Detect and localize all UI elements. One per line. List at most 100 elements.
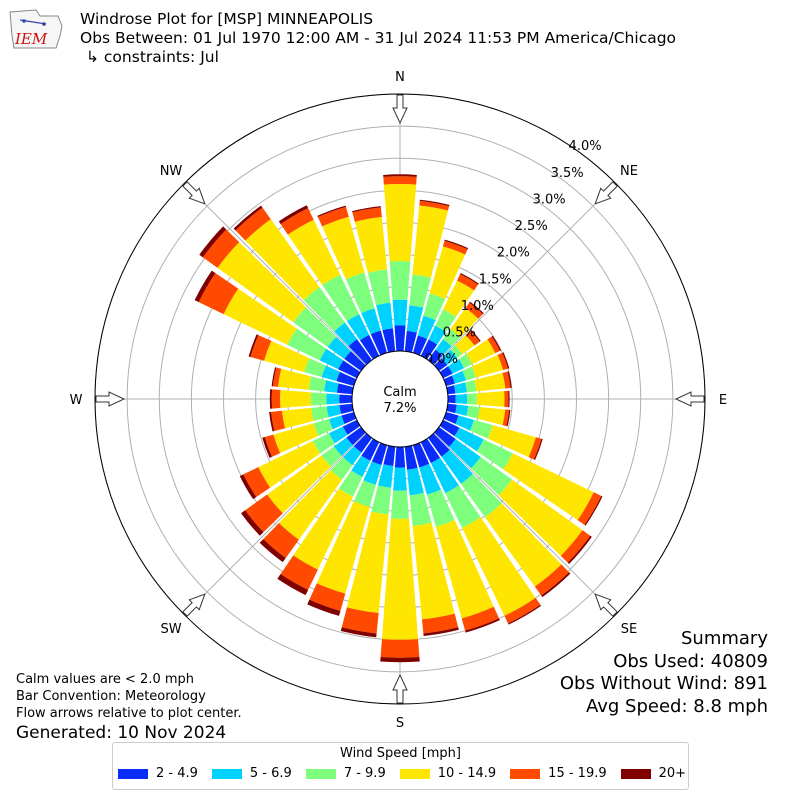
legend-title: Wind Speed [mph]: [340, 746, 461, 761]
wind-bar-segment: [453, 382, 467, 394]
wind-bar-segment: [430, 457, 459, 494]
wind-bar-segment: [474, 372, 506, 392]
legend-item: 10 - 14.9: [399, 766, 497, 781]
wind-bar-segment: [412, 335, 428, 356]
chart-header: Windrose Plot for [MSP] MINNEAPOLIS Obs …: [80, 10, 676, 67]
wind-bar-segment: [435, 309, 457, 332]
wind-bar-segment: [423, 627, 459, 637]
wind-bar-segment: [506, 409, 511, 427]
calm-label: Calm: [383, 385, 416, 400]
wind-bar-segment: [454, 427, 484, 452]
wind-bar-segment: [353, 433, 372, 453]
wind-bar-segment: [394, 446, 406, 468]
legend-item: 5 - 6.9: [211, 766, 292, 781]
wind-bar-segment: [577, 492, 602, 525]
plot-notes: Calm values are < 2.0 mph Bar Convention…: [16, 671, 242, 744]
compass-w: W: [70, 393, 83, 408]
wind-bar-segment: [476, 439, 513, 470]
wind-bar-segment: [491, 335, 502, 351]
wind-bar-segment: [239, 474, 257, 500]
obs-without-wind: Obs Without Wind: 891: [559, 673, 768, 694]
wind-bar-segment: [504, 390, 509, 408]
wind-bar-segment: [322, 216, 365, 280]
wind-bar-segment: [271, 367, 277, 387]
grid-spoke: [433, 432, 617, 616]
radial-tick-label: 0.0%: [425, 352, 458, 367]
wind-bar-segment: [258, 440, 321, 488]
wind-bar-segment: [287, 219, 341, 286]
wind-bar-segment: [293, 307, 337, 347]
wind-bar-segment: [371, 442, 388, 466]
wind-bar-segment: [448, 358, 465, 374]
compass-n: N: [395, 70, 405, 85]
wind-bar-segment: [435, 520, 494, 619]
wind-bar-segment: [465, 302, 483, 319]
wind-bar-segment: [353, 480, 376, 508]
compass-arrows: [95, 94, 705, 704]
wind-bar-segment: [264, 434, 281, 457]
wind-bar-segment: [271, 389, 281, 409]
wind-bar-segment: [336, 371, 357, 387]
wind-bar-segment: [339, 394, 353, 404]
flow-arrow: [95, 391, 126, 407]
compass-sw: SW: [160, 622, 181, 637]
wind-bar-segment: [419, 200, 450, 211]
wind-bar-segment: [367, 269, 391, 306]
wind-bar-segment: [487, 336, 500, 354]
wind-bar-segment: [419, 463, 441, 495]
grid-spoke: [183, 432, 367, 616]
wind-bar-segment: [467, 393, 477, 405]
wind-bar-segment: [409, 274, 431, 308]
wind-bar-segment: [469, 301, 484, 315]
radial-tick-label: 1.5%: [479, 272, 512, 287]
wind-bar-segment: [262, 437, 272, 458]
wind-bar-segment: [462, 517, 536, 616]
legend-item: 7 - 9.9: [305, 766, 386, 781]
wind-bar-segment: [338, 470, 363, 497]
radial-tick-label: 4.0%: [569, 139, 602, 154]
wind-bar-segment: [361, 308, 381, 335]
legend-item: 2 - 4.9: [118, 766, 198, 781]
wind-bar-segment: [421, 613, 459, 634]
wind-bar-segment: [278, 470, 342, 540]
legend-swatch: [510, 768, 541, 779]
wind-bar-segment: [447, 394, 456, 404]
wind-bar-segment: [235, 207, 271, 241]
legend-label: 10 - 14.9: [437, 766, 497, 781]
wind-bar-segment: [404, 330, 417, 353]
legend-label: 20+: [658, 766, 687, 781]
iem-logo: IEM: [9, 9, 63, 49]
wind-bar-segment: [389, 261, 411, 300]
wind-bar-segment: [428, 349, 443, 365]
wind-bar-segment: [376, 302, 393, 331]
wind-bar-segment: [470, 419, 493, 439]
wind-bar-segment: [420, 339, 438, 360]
wind-bar-segment: [450, 307, 479, 338]
wind-bar-segment: [419, 199, 450, 207]
wind-bar-segment: [359, 334, 380, 360]
wind-bar-segment: [293, 488, 353, 570]
wind-bar-segment: [434, 358, 448, 371]
wind-bar-segment: [370, 330, 388, 356]
wind-bar-segment: [444, 239, 469, 250]
legend-swatch: [118, 768, 148, 779]
wind-bar-segment: [541, 572, 571, 598]
wind-bar-segment: [449, 439, 481, 469]
radial-tick-label: 1.0%: [461, 299, 494, 314]
legend-item: 15 - 19.9: [510, 766, 607, 781]
wind-bar-segment: [471, 354, 504, 378]
wind-bar-segment: [533, 438, 543, 460]
flow-arrow: [392, 673, 408, 704]
wind-bar-segment: [303, 286, 345, 332]
wind-bar-segment: [250, 335, 272, 361]
wind-bar-segment: [461, 606, 500, 631]
wind-bar-segment: [498, 479, 583, 556]
wind-bar-segment: [446, 403, 457, 414]
wind-bar-segment: [316, 501, 370, 594]
wind-bar-segment: [233, 205, 263, 231]
wind-bar-segment: [443, 280, 475, 317]
wind-bar-segment: [567, 535, 592, 565]
wind-bar-segment: [381, 518, 419, 640]
wind-bar-segment: [426, 489, 455, 527]
